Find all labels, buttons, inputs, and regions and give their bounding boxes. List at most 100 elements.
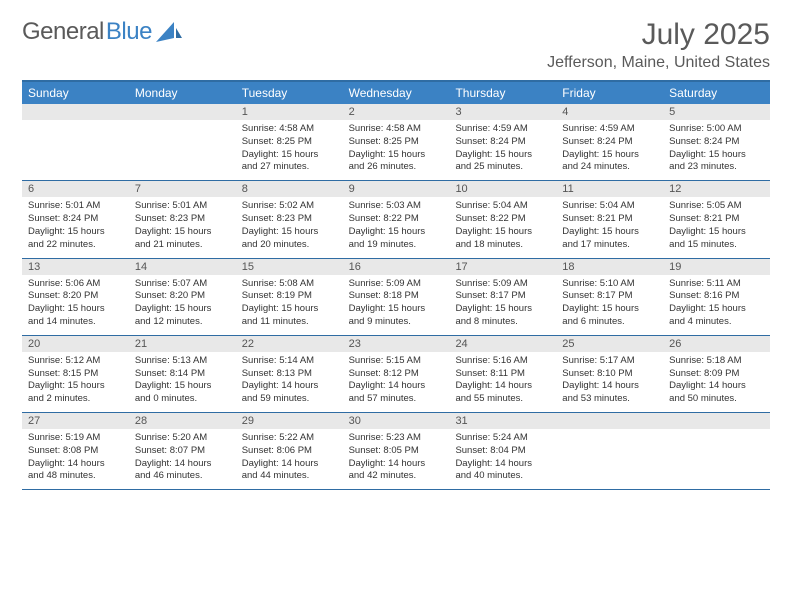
day-cell bbox=[129, 120, 236, 180]
sunset-text: Sunset: 8:12 PM bbox=[349, 368, 444, 381]
daylight-text: Daylight: 15 hours and 19 minutes. bbox=[349, 226, 444, 252]
sunrise-text: Sunrise: 5:05 AM bbox=[669, 200, 764, 213]
sunrise-text: Sunrise: 5:23 AM bbox=[349, 432, 444, 445]
sunset-text: Sunset: 8:23 PM bbox=[135, 213, 230, 226]
sunrise-text: Sunrise: 5:22 AM bbox=[242, 432, 337, 445]
sunrise-text: Sunrise: 5:19 AM bbox=[28, 432, 123, 445]
day-cell bbox=[663, 429, 770, 489]
calendar: SundayMondayTuesdayWednesdayThursdayFrid… bbox=[22, 80, 770, 490]
daylight-text: Daylight: 15 hours and 14 minutes. bbox=[28, 303, 123, 329]
month-title: July 2025 bbox=[547, 18, 770, 52]
logo-sail-icon bbox=[156, 22, 182, 42]
sunset-text: Sunset: 8:08 PM bbox=[28, 445, 123, 458]
day-header-thursday: Thursday bbox=[449, 82, 556, 104]
day-cell: Sunrise: 5:14 AMSunset: 8:13 PMDaylight:… bbox=[236, 352, 343, 412]
daylight-text: Daylight: 15 hours and 12 minutes. bbox=[135, 303, 230, 329]
sunrise-text: Sunrise: 5:15 AM bbox=[349, 355, 444, 368]
day-number: 5 bbox=[663, 104, 770, 120]
daylight-text: Daylight: 15 hours and 27 minutes. bbox=[242, 149, 337, 175]
day-number: 13 bbox=[22, 259, 129, 275]
sunrise-text: Sunrise: 5:13 AM bbox=[135, 355, 230, 368]
daylight-text: Daylight: 15 hours and 11 minutes. bbox=[242, 303, 337, 329]
sunset-text: Sunset: 8:20 PM bbox=[135, 290, 230, 303]
sunrise-text: Sunrise: 5:09 AM bbox=[349, 278, 444, 291]
day-number: 24 bbox=[449, 336, 556, 352]
day-cell: Sunrise: 4:59 AMSunset: 8:24 PMDaylight:… bbox=[556, 120, 663, 180]
sunrise-text: Sunrise: 5:12 AM bbox=[28, 355, 123, 368]
day-number: 27 bbox=[22, 413, 129, 429]
daylight-text: Daylight: 15 hours and 21 minutes. bbox=[135, 226, 230, 252]
sunset-text: Sunset: 8:04 PM bbox=[455, 445, 550, 458]
day-cell: Sunrise: 5:03 AMSunset: 8:22 PMDaylight:… bbox=[343, 197, 450, 257]
day-content-row: Sunrise: 5:06 AMSunset: 8:20 PMDaylight:… bbox=[22, 275, 770, 335]
day-cell: Sunrise: 4:58 AMSunset: 8:25 PMDaylight:… bbox=[236, 120, 343, 180]
day-cell: Sunrise: 5:11 AMSunset: 8:16 PMDaylight:… bbox=[663, 275, 770, 335]
day-cell: Sunrise: 5:04 AMSunset: 8:22 PMDaylight:… bbox=[449, 197, 556, 257]
day-number-row: 20212223242526 bbox=[22, 336, 770, 352]
sunset-text: Sunset: 8:21 PM bbox=[562, 213, 657, 226]
day-number: 8 bbox=[236, 181, 343, 197]
day-number: 10 bbox=[449, 181, 556, 197]
day-header-row: SundayMondayTuesdayWednesdayThursdayFrid… bbox=[22, 82, 770, 104]
sunset-text: Sunset: 8:06 PM bbox=[242, 445, 337, 458]
day-cell: Sunrise: 5:08 AMSunset: 8:19 PMDaylight:… bbox=[236, 275, 343, 335]
sunrise-text: Sunrise: 5:18 AM bbox=[669, 355, 764, 368]
sunrise-text: Sunrise: 5:17 AM bbox=[562, 355, 657, 368]
sunset-text: Sunset: 8:24 PM bbox=[455, 136, 550, 149]
daylight-text: Daylight: 15 hours and 24 minutes. bbox=[562, 149, 657, 175]
day-number-row: 13141516171819 bbox=[22, 259, 770, 275]
day-cell: Sunrise: 5:10 AMSunset: 8:17 PMDaylight:… bbox=[556, 275, 663, 335]
sunset-text: Sunset: 8:23 PM bbox=[242, 213, 337, 226]
day-cell: Sunrise: 5:04 AMSunset: 8:21 PMDaylight:… bbox=[556, 197, 663, 257]
day-number-row: 12345 bbox=[22, 104, 770, 120]
day-number: 23 bbox=[343, 336, 450, 352]
day-number: 17 bbox=[449, 259, 556, 275]
daylight-text: Daylight: 14 hours and 50 minutes. bbox=[669, 380, 764, 406]
day-cell: Sunrise: 5:07 AMSunset: 8:20 PMDaylight:… bbox=[129, 275, 236, 335]
day-cell: Sunrise: 5:09 AMSunset: 8:18 PMDaylight:… bbox=[343, 275, 450, 335]
day-cell: Sunrise: 5:23 AMSunset: 8:05 PMDaylight:… bbox=[343, 429, 450, 489]
day-number bbox=[663, 413, 770, 429]
day-number bbox=[129, 104, 236, 120]
sunrise-text: Sunrise: 5:07 AM bbox=[135, 278, 230, 291]
day-content-row: Sunrise: 5:12 AMSunset: 8:15 PM Daylight:… bbox=[22, 352, 770, 412]
sunrise-text: Sunrise: 5:16 AM bbox=[455, 355, 550, 368]
sunset-text: Sunset: 8:24 PM bbox=[669, 136, 764, 149]
sunset-text: Sunset: 8:05 PM bbox=[349, 445, 444, 458]
sunset-text: Sunset: 8:25 PM bbox=[242, 136, 337, 149]
daylight-text: Daylight: 14 hours and 40 minutes. bbox=[455, 458, 550, 484]
daylight-text: Daylight: 14 hours and 46 minutes. bbox=[135, 458, 230, 484]
week-row: 20212223242526Sunrise: 5:12 AMSunset: 8:… bbox=[22, 336, 770, 413]
sunrise-text: Sunrise: 5:24 AM bbox=[455, 432, 550, 445]
day-number: 15 bbox=[236, 259, 343, 275]
title-block: July 2025 Jefferson, Maine, United State… bbox=[547, 18, 770, 72]
day-number: 3 bbox=[449, 104, 556, 120]
sunset-text: Sunset: 8:19 PM bbox=[242, 290, 337, 303]
sunrise-text: Sunrise: 4:59 AM bbox=[562, 123, 657, 136]
sunrise-text: Sunrise: 5:20 AM bbox=[135, 432, 230, 445]
sunrise-text: Sunrise: 5:02 AM bbox=[242, 200, 337, 213]
sunset-text: Sunset: 8:15 PM bbox=[28, 368, 123, 381]
day-number: 12 bbox=[663, 181, 770, 197]
sunset-text: Sunset: 8:16 PM bbox=[669, 290, 764, 303]
daylight-text: Daylight: 15 hours and 18 minutes. bbox=[455, 226, 550, 252]
sunset-text: Sunset: 8:09 PM bbox=[669, 368, 764, 381]
daylight-text: Daylight: 15 hours and 0 minutes. bbox=[135, 380, 230, 406]
location-text: Jefferson, Maine, United States bbox=[547, 54, 770, 72]
day-header-saturday: Saturday bbox=[663, 82, 770, 104]
sunrise-text: Sunrise: 5:14 AM bbox=[242, 355, 337, 368]
week-row: 6789101112Sunrise: 5:01 AMSunset: 8:24 P… bbox=[22, 181, 770, 258]
day-number: 9 bbox=[343, 181, 450, 197]
logo-text-part1: General bbox=[22, 18, 104, 46]
day-content-row: Sunrise: 4:58 AMSunset: 8:25 PMDaylight:… bbox=[22, 120, 770, 180]
daylight-text: Daylight: 15 hours and 15 minutes. bbox=[669, 226, 764, 252]
sunrise-text: Sunrise: 5:04 AM bbox=[455, 200, 550, 213]
day-cell: Sunrise: 5:09 AMSunset: 8:17 PMDaylight:… bbox=[449, 275, 556, 335]
sunset-text: Sunset: 8:07 PM bbox=[135, 445, 230, 458]
day-number: 4 bbox=[556, 104, 663, 120]
sunset-text: Sunset: 8:21 PM bbox=[669, 213, 764, 226]
day-cell bbox=[556, 429, 663, 489]
day-number: 28 bbox=[129, 413, 236, 429]
sunrise-text: Sunrise: 5:09 AM bbox=[455, 278, 550, 291]
day-cell: Sunrise: 5:05 AMSunset: 8:21 PMDaylight:… bbox=[663, 197, 770, 257]
